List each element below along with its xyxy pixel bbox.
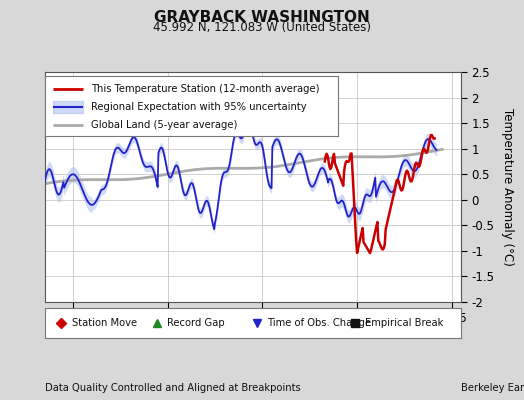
Text: Station Move: Station Move (72, 318, 137, 328)
Y-axis label: Temperature Anomaly (°C): Temperature Anomaly (°C) (501, 108, 514, 266)
Text: Empirical Break: Empirical Break (365, 318, 444, 328)
Text: 45.992 N, 121.083 W (United States): 45.992 N, 121.083 W (United States) (153, 21, 371, 34)
Text: Record Gap: Record Gap (168, 318, 225, 328)
Text: Global Land (5-year average): Global Land (5-year average) (92, 120, 238, 130)
Text: Data Quality Controlled and Aligned at Breakpoints: Data Quality Controlled and Aligned at B… (45, 383, 300, 393)
Text: This Temperature Station (12-month average): This Temperature Station (12-month avera… (92, 84, 320, 94)
Text: Regional Expectation with 95% uncertainty: Regional Expectation with 95% uncertaint… (92, 102, 307, 112)
Text: Time of Obs. Change: Time of Obs. Change (267, 318, 372, 328)
Text: GRAYBACK WASHINGTON: GRAYBACK WASHINGTON (154, 10, 370, 25)
Text: Berkeley Earth: Berkeley Earth (461, 383, 524, 393)
